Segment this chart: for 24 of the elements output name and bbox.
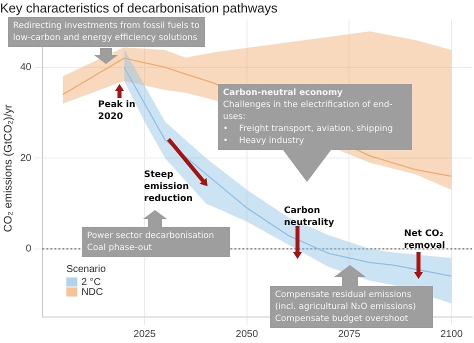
annotation: Power sector decarbonisation Coal phase-out [87,230,216,254]
annotation: Redirecting investments from fossil fuels to low-carbon and energy efficiency solutions [13,20,200,44]
annotation: Steep emission reduction [144,169,193,205]
x-tick-label: 2075 [338,328,361,340]
label-box: Power sector decarbonisation Coal phase-out [82,227,230,257]
x-tick-label: 2025 [134,328,156,340]
annotation: Carbon neutrality [284,205,334,229]
annotation: Compensate residual emissions (incl. agricultural N₂O emissions) Compensate budget overshoot [275,289,417,325]
y-tick-label: 0 [26,244,32,255]
y-axis-title: CO₂ emissions (GtCO₂)/yr [2,104,15,232]
annotation: Carbon-neutral economy Challenges in the electrification of end- uses: • Freight transport, aviation, shipping • Heavy industry [223,87,394,147]
legend-label: 2 °C [81,276,101,288]
chart-title: Key characteristics of decarbonisation pathways [0,0,278,16]
annotation: Net CO₂ removal [404,228,446,252]
x-tick-label: 2050 [236,328,258,340]
y-tick-label: 20 [20,152,32,164]
label-box: Redirecting investments from fossil fuels to low-carbon and energy efficiency solutions [8,17,205,47]
x-tick-label: 2100 [440,328,464,340]
label-box: Compensate residual emissions (incl. agricultural N₂O emissions) Compensate budget overshoot [270,286,433,328]
annotation: Peak in 2020 [98,99,136,123]
legend-title: Scenario [66,264,106,275]
legend-label: NDC [81,286,103,298]
label-box: Carbon-neutral economy Challenges in the electrification of end- uses: • Freight transport, aviation, shipping • Heavy industry [218,84,412,150]
y-tick-label: 40 [20,62,32,74]
